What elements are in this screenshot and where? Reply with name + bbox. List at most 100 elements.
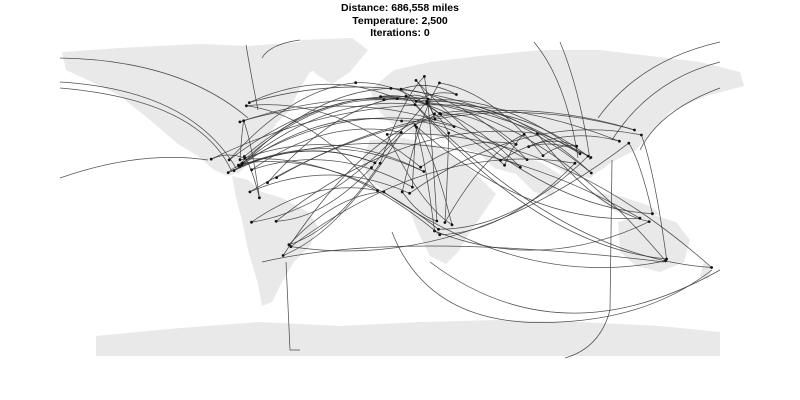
africa-landmass [362, 138, 496, 264]
route-segment [59, 57, 249, 119]
route-segment [444, 133, 450, 223]
route-segment [228, 82, 356, 161]
city-marker [443, 221, 447, 224]
city-marker [438, 233, 442, 237]
route-segment [242, 102, 416, 164]
route-segment [641, 134, 667, 260]
route-segment [639, 87, 721, 151]
southeast-asia-landmass [590, 192, 660, 218]
city-marker [404, 95, 408, 98]
city-marker [541, 154, 545, 158]
city-markers [209, 75, 713, 269]
route-segment [275, 130, 538, 222]
city-marker [433, 229, 436, 233]
route-segment [290, 158, 575, 247]
route-segment [386, 134, 453, 226]
route-segment [533, 41, 579, 159]
route-segment [400, 85, 457, 95]
city-marker [638, 216, 642, 220]
city-marker [354, 81, 358, 85]
city-marker [378, 161, 382, 165]
city-marker [435, 219, 439, 223]
city-marker [242, 119, 246, 123]
route-segment [500, 135, 620, 161]
city-marker [710, 266, 713, 269]
city-marker [408, 191, 411, 195]
south-america-landmass [232, 176, 318, 306]
route-segment [239, 158, 440, 235]
city-marker [379, 95, 382, 98]
city-marker [578, 152, 582, 156]
route-segment [233, 150, 376, 171]
south-asia-landmass [476, 150, 562, 196]
city-marker [411, 185, 414, 189]
route-segment [401, 191, 437, 222]
city-marker [522, 133, 526, 136]
route-segment [415, 80, 653, 215]
route-segment [611, 61, 721, 141]
city-marker [627, 141, 631, 145]
route-segment [251, 159, 413, 188]
city-marker [399, 131, 403, 134]
city-marker [238, 158, 242, 162]
route-segment [380, 95, 441, 114]
city-marker [647, 220, 651, 224]
route-segment [405, 94, 429, 100]
city-marker [243, 155, 246, 158]
city-marker [633, 128, 636, 132]
city-marker [382, 98, 386, 102]
iterations-label: Iterations: 0 [370, 27, 430, 39]
city-marker [400, 119, 403, 123]
route-segment [241, 88, 391, 165]
city-marker [248, 190, 252, 194]
route-segment [59, 81, 237, 169]
route-segment [371, 113, 441, 168]
city-marker [503, 163, 506, 167]
city-marker [575, 144, 579, 148]
route-segment [416, 127, 453, 225]
city-marker [433, 117, 437, 121]
route-segment [251, 101, 428, 223]
city-marker [250, 168, 254, 172]
city-marker [573, 161, 577, 165]
route-segment [400, 88, 712, 268]
distance-label: Distance: 686,558 miles [341, 2, 459, 14]
route-segment [414, 104, 667, 260]
city-marker [227, 158, 231, 162]
route-segment [500, 159, 521, 168]
city-marker [499, 158, 502, 162]
city-marker [665, 257, 668, 261]
stats-header: Distance: 686,558 miles Temperature: 2,5… [0, 2, 800, 40]
city-marker [536, 132, 539, 135]
route-segment [424, 76, 438, 222]
city-marker [376, 189, 379, 193]
route-segment [414, 125, 435, 232]
route-segment [59, 157, 209, 179]
city-marker [651, 212, 654, 216]
route-segment [434, 113, 450, 134]
city-marker [281, 254, 285, 257]
australia-landmass [618, 214, 690, 272]
city-marker [414, 79, 418, 82]
route-segment [267, 177, 277, 183]
route-segment [439, 110, 589, 157]
city-marker [245, 104, 248, 108]
route-segment [282, 132, 402, 256]
city-marker [455, 93, 458, 96]
city-marker [433, 112, 436, 116]
city-marker [419, 165, 422, 169]
route-segment [412, 127, 417, 188]
route-segment [438, 155, 589, 230]
city-marker [209, 157, 213, 161]
city-marker [289, 245, 293, 249]
city-marker [226, 171, 230, 175]
city-marker [450, 223, 454, 227]
city-marker [525, 158, 529, 162]
route-segment [390, 88, 528, 160]
route-segment [249, 174, 410, 194]
antarctica-landmass [96, 320, 720, 356]
route-segment [261, 39, 301, 59]
route-segment [628, 142, 653, 214]
city-marker [640, 133, 643, 137]
